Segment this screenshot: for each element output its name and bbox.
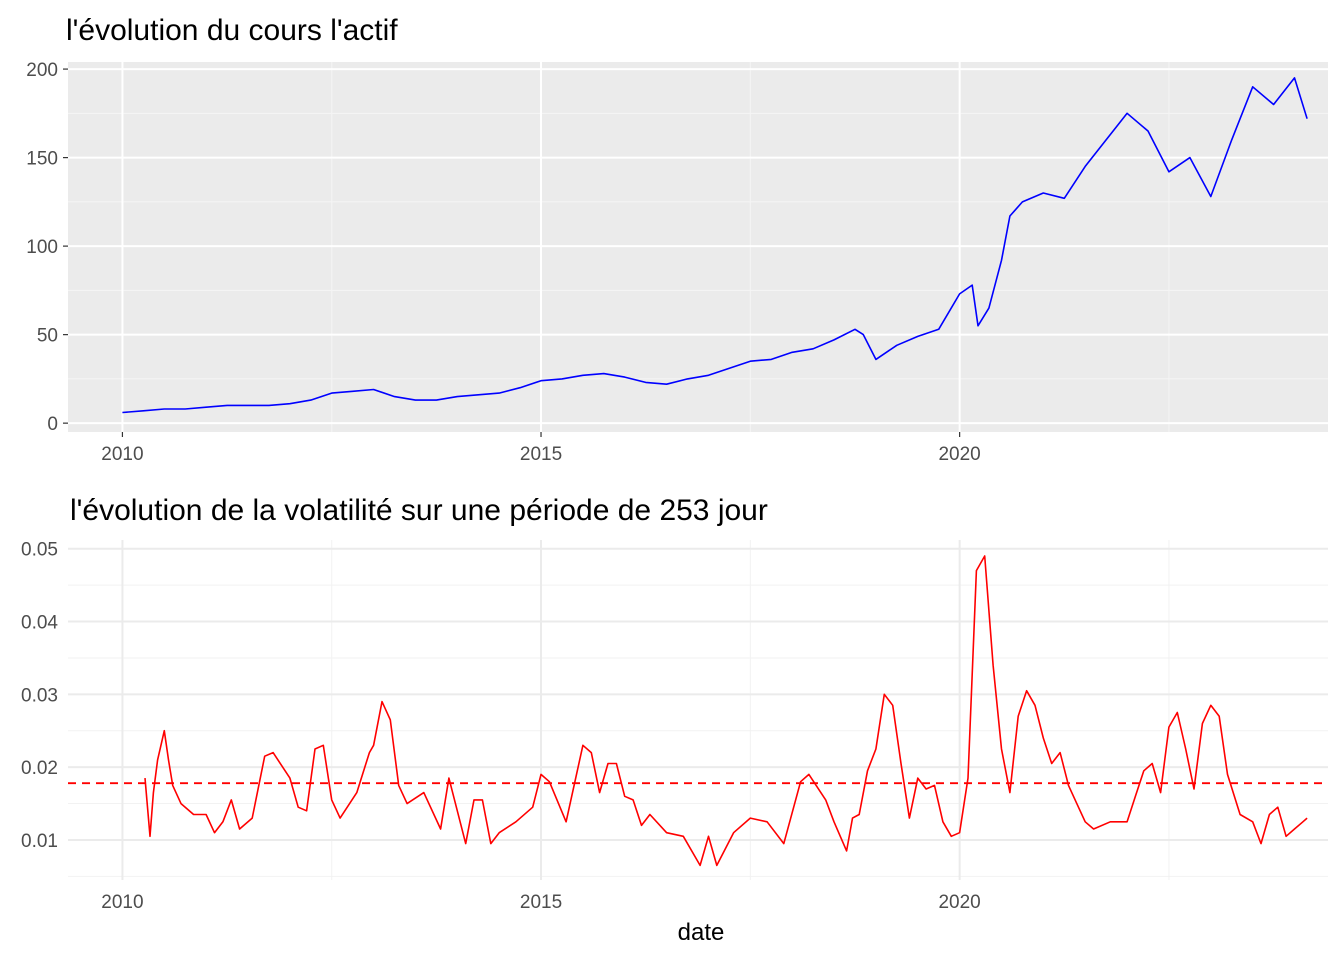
price-series-line (122, 77, 1308, 414)
y-tick-label: 200 (26, 60, 58, 81)
y-tick-label: 0.04 (21, 613, 58, 634)
y-tick-label: 0.01 (21, 831, 58, 852)
bottom-chart-panel (68, 540, 1328, 880)
bottom-chart-title: l'évolution de la volatilité sur une pér… (70, 494, 768, 527)
top-chart-y-axis: 0 50 100 150 200 (26, 60, 68, 435)
y-tick-label: 150 (26, 149, 58, 170)
volatility-series-line (144, 555, 1308, 867)
top-chart-title: l'évolution du cours l'actif (66, 14, 398, 47)
top-chart-gridlines (68, 62, 1328, 432)
bottom-chart-y-axis: 0.01 0.02 0.03 0.04 0.05 (21, 540, 58, 852)
x-tick-label: 2020 (938, 892, 980, 913)
x-tick-label: 2015 (520, 444, 562, 465)
bottom-chart-gridlines (68, 540, 1328, 880)
x-tick-label: 2010 (101, 892, 143, 913)
x-axis-title: date (678, 919, 725, 946)
x-tick-label: 2020 (938, 444, 980, 465)
y-tick-label: 0.05 (21, 540, 58, 561)
y-tick-label: 0.03 (21, 685, 58, 706)
top-chart-x-axis: 2010 2015 2020 (101, 432, 981, 465)
bottom-chart-x-axis: 2010 2015 2020 (101, 892, 980, 913)
y-tick-label: 0 (47, 414, 58, 435)
x-tick-label: 2015 (520, 892, 562, 913)
y-tick-label: 100 (26, 237, 58, 258)
y-tick-label: 0.02 (21, 758, 58, 779)
x-tick-label: 2010 (101, 444, 143, 465)
y-tick-label: 50 (37, 326, 58, 347)
